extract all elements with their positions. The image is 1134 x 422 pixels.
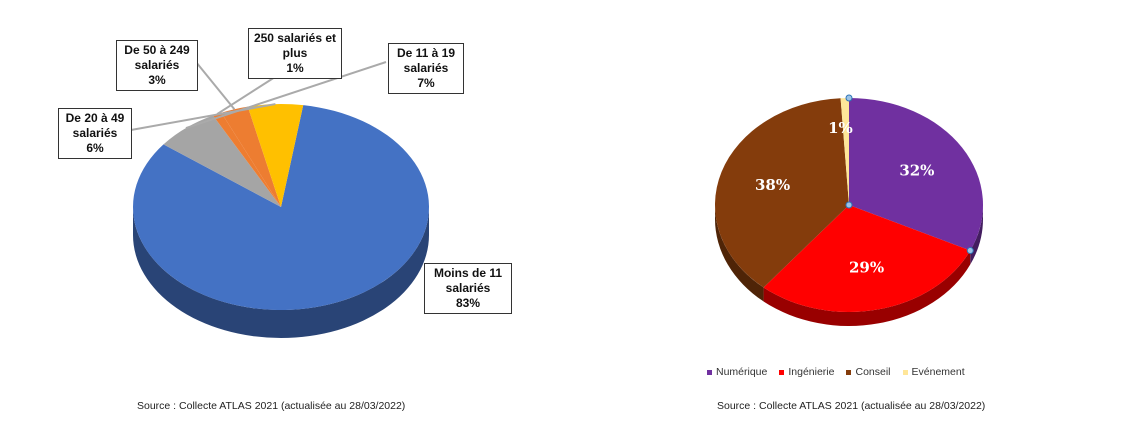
callout-line: salariés xyxy=(72,126,118,140)
legend-item-ingenierie: Ingénierie xyxy=(779,366,834,378)
source-note-right: Source : Collecte ATLAS 2021 (actualisée… xyxy=(717,400,986,412)
callout-line: salariés xyxy=(134,58,180,72)
selection-handle xyxy=(966,247,974,255)
size-pie-panel: Moins de 11 salariés 83% De 11 à 19 sala… xyxy=(58,28,512,412)
legend-item-numerique: Numérique xyxy=(707,366,767,378)
callout-250-plus: 250 salariés et plus 1% xyxy=(248,28,342,79)
sector-slice-0 xyxy=(848,98,983,251)
sector-data-label-1: 29% xyxy=(849,259,884,277)
leader-line-1 xyxy=(185,61,387,130)
legend-item-conseil: Conseil xyxy=(846,366,891,378)
source-note-left: Source : Collecte ATLAS 2021 (actualisée… xyxy=(137,400,406,412)
callout-value: 83% xyxy=(455,296,481,310)
sector-data-label-2: 38% xyxy=(755,176,790,194)
sector-pie-chart: 32% 29% 38% 1% xyxy=(715,94,983,326)
sector-data-label-3: 1% xyxy=(828,119,853,137)
callout-line: salariés xyxy=(445,281,491,295)
sector-slice-1 xyxy=(763,205,971,312)
callout-11-19: De 11 à 19 salariés 7% xyxy=(388,43,464,94)
callout-line: De 20 à 49 xyxy=(65,111,125,125)
selection-handle xyxy=(845,201,853,209)
sector-slice-side-1 xyxy=(763,250,971,326)
legend-label: Ingénierie xyxy=(788,366,835,378)
size-slice-2 xyxy=(212,112,281,207)
size-slice-side-0 xyxy=(133,207,429,338)
callout-value: 6% xyxy=(86,141,104,155)
size-pie-chart xyxy=(130,61,430,338)
leader-line-3 xyxy=(195,61,236,110)
size-slice-4 xyxy=(247,104,304,207)
callout-line: salariés xyxy=(403,61,449,75)
legend-label: Conseil xyxy=(855,366,891,378)
legend-label: Evénement xyxy=(911,366,965,378)
sector-legend: Numérique Ingénierie Conseil Evénement xyxy=(707,366,965,378)
legend-swatch xyxy=(902,369,908,375)
callout-20-49: De 20 à 49 salariés 6% xyxy=(58,108,132,159)
size-slice-3 xyxy=(221,106,281,207)
legend-item-evenement: Evénement xyxy=(902,366,965,378)
legend-swatch xyxy=(846,369,852,375)
leader-line-4 xyxy=(130,103,276,131)
callout-value: 3% xyxy=(148,73,166,87)
size-slice-1 xyxy=(163,115,281,207)
legend-swatch xyxy=(779,369,785,375)
callout-moins-de-11: Moins de 11 salariés 83% xyxy=(424,263,512,314)
sector-slice-2 xyxy=(715,98,849,288)
callout-line: Moins de 11 xyxy=(433,266,503,280)
callout-line: De 11 à 19 xyxy=(396,46,456,60)
callout-line: De 50 à 249 xyxy=(124,43,190,57)
sector-slice-side-2 xyxy=(715,205,764,302)
sector-slice-3 xyxy=(840,98,849,205)
sector-data-label-0: 32% xyxy=(899,162,934,180)
legend-label: Numérique xyxy=(716,366,768,378)
callout-line: plus xyxy=(282,46,308,60)
callout-value: 7% xyxy=(417,76,435,90)
callout-value: 1% xyxy=(286,61,304,75)
sector-pie-panel: 32% 29% 38% 1% Numérique Ingénierie Conseil… xyxy=(567,0,1134,422)
size-slice-0 xyxy=(133,105,430,310)
legend-swatch xyxy=(707,369,712,375)
callout-50-249: De 50 à 249 salariés 3% xyxy=(116,40,198,91)
callout-line: 250 salariés et xyxy=(253,31,337,45)
selection-handle xyxy=(845,94,853,102)
